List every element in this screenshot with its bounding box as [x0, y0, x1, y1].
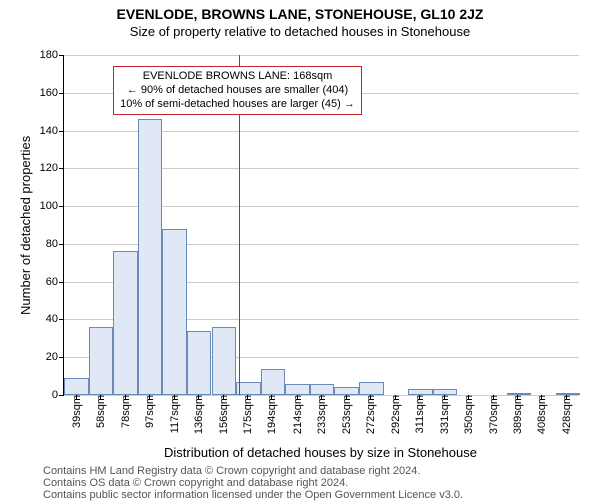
histogram-bar [556, 393, 581, 395]
ytick-label: 160 [40, 87, 64, 99]
annotation-box: EVENLODE BROWNS LANE: 168sqm← 90% of det… [113, 66, 362, 115]
histogram-bar [162, 229, 187, 395]
xtick-label: 233sqm [314, 395, 328, 434]
histogram-bar [212, 327, 237, 395]
ytick-label: 180 [40, 49, 64, 61]
histogram-bar [507, 393, 532, 395]
histogram-bar [236, 382, 261, 395]
ytick-label: 60 [46, 276, 64, 288]
histogram-bar [261, 369, 286, 395]
xtick-label: 136sqm [191, 395, 205, 434]
histogram-bar [334, 387, 359, 395]
x-axis-label: Distribution of detached houses by size … [63, 445, 578, 460]
xtick-label: 39sqm [69, 395, 83, 428]
xtick-label: 175sqm [240, 395, 254, 434]
xtick-label: 156sqm [216, 395, 230, 434]
xtick-label: 292sqm [388, 395, 402, 434]
xtick-label: 350sqm [461, 395, 475, 434]
xtick-label: 311sqm [412, 395, 426, 433]
footer-attribution: Contains HM Land Registry data © Crown c… [43, 465, 463, 501]
xtick-label: 272sqm [363, 395, 377, 434]
xtick-label: 78sqm [118, 395, 132, 428]
ytick-label: 40 [46, 313, 64, 325]
ytick-label: 120 [40, 162, 64, 174]
histogram-bar [285, 384, 310, 395]
ytick-label: 80 [46, 238, 64, 250]
xtick-label: 214sqm [290, 395, 304, 434]
xtick-label: 117sqm [167, 395, 181, 433]
histogram-bar [433, 389, 458, 395]
y-axis-label: Number of detached properties [18, 135, 33, 314]
histogram-bar [408, 389, 433, 395]
xtick-label: 194sqm [264, 395, 278, 434]
histogram-bar [64, 378, 89, 395]
histogram-bar [187, 331, 212, 395]
annotation-line: ← 90% of detached houses are smaller (40… [120, 84, 355, 98]
ytick-label: 0 [52, 389, 64, 401]
footer-line: Contains HM Land Registry data © Crown c… [43, 465, 463, 477]
histogram-bar [113, 251, 138, 395]
xtick-label: 389sqm [510, 395, 524, 434]
xtick-label: 428sqm [559, 395, 573, 434]
chart-subtitle: Size of property relative to detached ho… [0, 22, 600, 39]
chart-title: EVENLODE, BROWNS LANE, STONEHOUSE, GL10 … [0, 0, 600, 22]
gridline [64, 55, 579, 56]
xtick-label: 408sqm [534, 395, 548, 434]
annotation-line: EVENLODE BROWNS LANE: 168sqm [120, 70, 355, 84]
xtick-label: 253sqm [339, 395, 353, 434]
annotation-line: 10% of semi-detached houses are larger (… [120, 98, 355, 112]
xtick-label: 58sqm [93, 395, 107, 428]
histogram-bar [359, 382, 384, 395]
xtick-label: 370sqm [486, 395, 500, 434]
xtick-label: 331sqm [437, 395, 451, 434]
histogram-bar [89, 327, 114, 395]
histogram-bar [138, 119, 163, 395]
footer-line: Contains public sector information licen… [43, 489, 463, 501]
footer-line: Contains OS data © Crown copyright and d… [43, 477, 463, 489]
ytick-label: 20 [46, 351, 64, 363]
histogram-bar [310, 384, 335, 395]
xtick-label: 97sqm [142, 395, 156, 428]
ytick-label: 140 [40, 125, 64, 137]
ytick-label: 100 [40, 200, 64, 212]
